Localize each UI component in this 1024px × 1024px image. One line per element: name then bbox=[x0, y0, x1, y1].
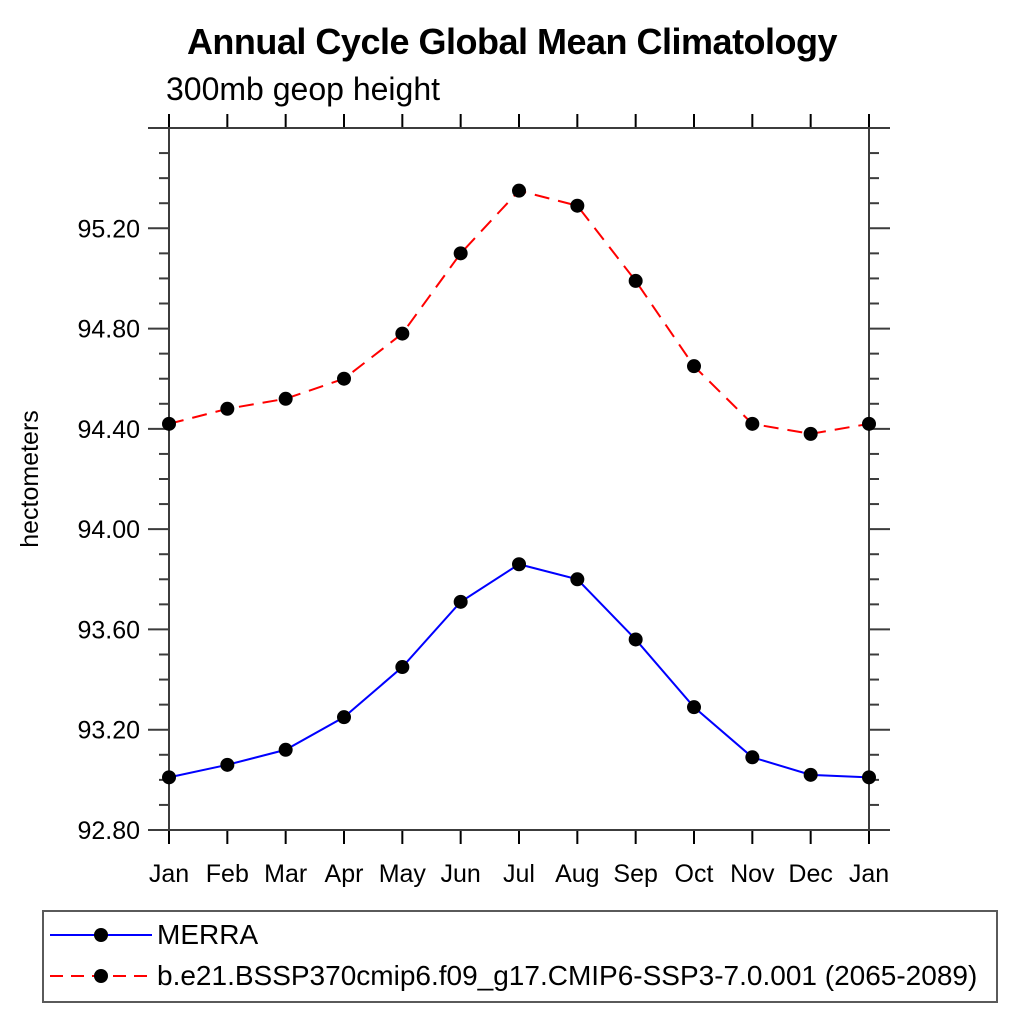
data-point-merra bbox=[862, 770, 876, 785]
data-point-model bbox=[570, 198, 585, 213]
x-axis-month-label: May bbox=[379, 860, 427, 888]
data-point-model bbox=[220, 401, 235, 416]
x-axis-month-label: Feb bbox=[206, 860, 249, 888]
data-point-merra bbox=[570, 572, 585, 587]
data-point-merra bbox=[278, 742, 293, 757]
series-line-merra bbox=[168, 563, 870, 779]
data-point-model bbox=[453, 246, 468, 261]
data-point-model bbox=[628, 273, 643, 288]
legend-marker-dot bbox=[94, 969, 108, 983]
legend-item-merra: MERRA bbox=[49, 914, 258, 956]
data-point-merra bbox=[512, 557, 526, 572]
x-axis-month-label: Oct bbox=[675, 860, 714, 888]
data-point-merra bbox=[745, 750, 760, 765]
legend-box: MERRA b.e21.BSSP370cmip6.f09_g17.CMIP6-SS… bbox=[42, 910, 998, 1003]
data-point-model bbox=[512, 183, 526, 198]
series-line-model bbox=[168, 189, 870, 435]
y-axis-tick-label: 94.00 bbox=[77, 516, 140, 544]
legend-line-sample-model bbox=[50, 969, 152, 983]
data-point-merra bbox=[803, 767, 818, 782]
x-axis-month-label: Aug bbox=[555, 860, 599, 888]
data-point-model bbox=[278, 391, 293, 406]
data-point-merra bbox=[220, 757, 235, 772]
x-axis-month-label: Mar bbox=[264, 860, 307, 888]
legend-item-model: b.e21.BSSP370cmip6.f09_g17.CMIP6-SSP3-7.… bbox=[49, 955, 977, 997]
data-point-model bbox=[395, 326, 410, 341]
data-point-merra bbox=[628, 632, 643, 647]
y-axis-tick-label: 93.20 bbox=[77, 717, 140, 745]
data-point-merra bbox=[453, 594, 468, 609]
data-point-model bbox=[687, 359, 701, 374]
legend-line-sample-merra bbox=[50, 928, 152, 942]
chart-title: Annual Cycle Global Mean Climatology bbox=[186, 21, 838, 62]
y-axis-tick-label: 92.80 bbox=[77, 817, 140, 845]
data-point-merra bbox=[687, 700, 701, 715]
y-axis-tick-label: 94.40 bbox=[77, 416, 140, 444]
chart-subtitle: 300mb geop height bbox=[166, 71, 440, 107]
x-axis-month-label: Jan bbox=[149, 860, 189, 888]
y-axis-tick-label: 93.60 bbox=[77, 616, 140, 644]
y-axis-title: hectometers bbox=[16, 410, 44, 548]
x-axis-month-label: Jan bbox=[849, 860, 889, 888]
x-axis-month-label: Dec bbox=[788, 860, 832, 888]
legend-label-merra: MERRA bbox=[157, 919, 259, 950]
y-axis-tick-label: 95.20 bbox=[77, 215, 140, 243]
data-point-model bbox=[337, 371, 351, 386]
x-axis-month-label: Jul bbox=[503, 860, 535, 888]
x-axis-month-label: Apr bbox=[325, 860, 364, 888]
data-point-model bbox=[745, 416, 760, 431]
x-axis-month-label: Jun bbox=[441, 860, 481, 888]
data-point-model bbox=[803, 426, 818, 441]
data-point-merra bbox=[337, 710, 351, 725]
legend-label-model: b.e21.BSSP370cmip6.f09_g17.CMIP6-SSP3-7.… bbox=[157, 960, 978, 991]
x-axis-month-label: Sep bbox=[613, 860, 657, 888]
x-axis-month-label: Nov bbox=[730, 860, 775, 888]
plot-area: 95.20 94.80 94.40 94.00 93.60 93.20 92.80 Jan Fe… bbox=[16, 114, 890, 888]
data-point-merra bbox=[162, 770, 176, 785]
legend-marker-dot bbox=[94, 928, 108, 942]
data-point-merra bbox=[395, 660, 410, 675]
plot-frame bbox=[168, 127, 870, 831]
data-point-model bbox=[162, 416, 176, 431]
y-axis-tick-label: 94.80 bbox=[77, 316, 140, 344]
data-point-model bbox=[862, 416, 876, 431]
